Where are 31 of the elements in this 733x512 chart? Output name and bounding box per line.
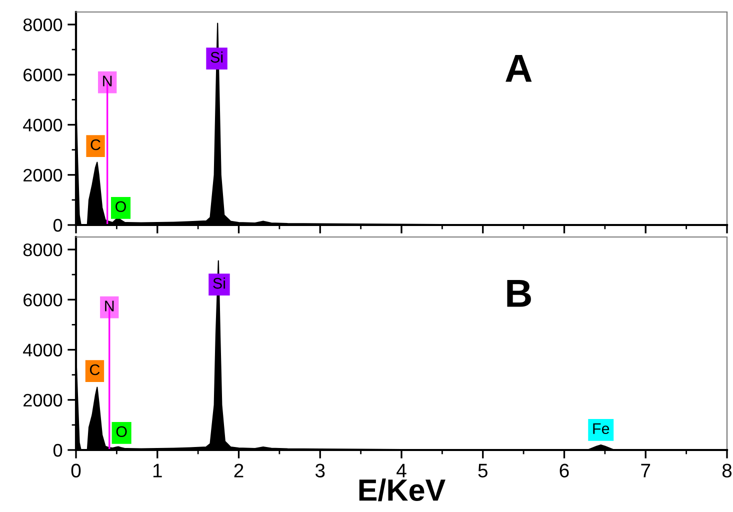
- x-tick-label: 5: [478, 464, 488, 478]
- annotation: A: [506, 54, 532, 82]
- x-axis-title: E/KeV: [359, 478, 446, 502]
- annotation: O: [116, 426, 127, 438]
- annotation: Fe: [593, 423, 610, 434]
- y-tick-label: 6000: [24, 294, 62, 306]
- x-tick-label: 8: [722, 464, 732, 478]
- y-tick-label: 0: [53, 218, 62, 232]
- annotation: C: [90, 364, 100, 376]
- y-tick-label: 8000: [23, 243, 62, 256]
- y-tick-label: 0: [53, 444, 62, 457]
- annotation: C: [90, 139, 100, 150]
- y-tick-label: 2000: [24, 394, 62, 407]
- x-tick-label: 0: [71, 464, 81, 478]
- y-tick-label: 6000: [24, 68, 62, 82]
- ref-line-label: N: [105, 300, 114, 312]
- ref-line-label: N: [103, 76, 112, 86]
- y-tick-label: 8000: [23, 18, 62, 32]
- x-tick-label: 2: [234, 464, 244, 478]
- y-tick-label: 4000: [23, 118, 62, 132]
- annotation: Si: [213, 277, 225, 289]
- annotation: B: [507, 280, 531, 307]
- annotation: Si: [210, 51, 223, 63]
- x-tick-label: 7: [641, 464, 650, 478]
- x-tick-label: 4: [396, 464, 406, 478]
- annotation: O: [116, 201, 126, 212]
- x-tick-label: 1: [153, 464, 162, 478]
- y-tick-label: 4000: [23, 344, 62, 356]
- y-tick-label: 2000: [24, 168, 62, 182]
- x-tick-label: 6: [560, 464, 569, 478]
- x-tick-label: 3: [315, 464, 325, 478]
